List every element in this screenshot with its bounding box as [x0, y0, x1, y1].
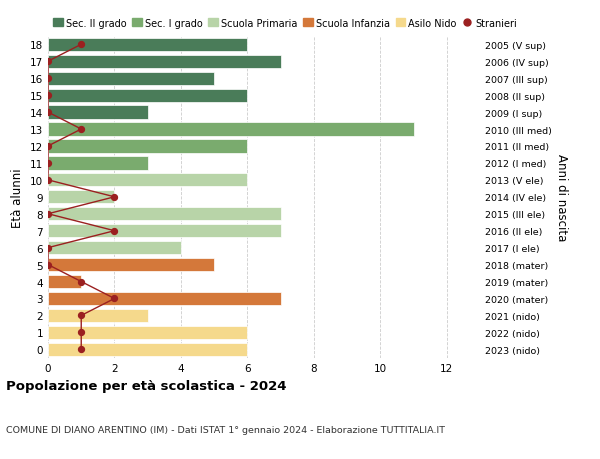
Point — [110, 295, 119, 302]
Point — [110, 228, 119, 235]
Point — [43, 160, 53, 167]
Y-axis label: Anni di nascita: Anni di nascita — [556, 154, 568, 241]
Point — [76, 126, 86, 134]
Bar — [48, 56, 281, 69]
Point — [43, 92, 53, 100]
Bar — [48, 292, 281, 305]
Bar — [48, 275, 81, 289]
Bar — [48, 258, 214, 272]
Bar — [48, 241, 181, 255]
Point — [43, 211, 53, 218]
Bar — [48, 39, 247, 52]
Text: COMUNE DI DIANO ARENTINO (IM) - Dati ISTAT 1° gennaio 2024 - Elaborazione TUTTIT: COMUNE DI DIANO ARENTINO (IM) - Dati IST… — [6, 425, 445, 434]
Bar — [48, 73, 214, 85]
Point — [76, 346, 86, 353]
Bar — [48, 140, 247, 153]
Bar — [48, 224, 281, 238]
Bar — [48, 123, 413, 136]
Point — [43, 109, 53, 117]
Point — [76, 312, 86, 319]
Bar — [48, 191, 115, 204]
Point — [43, 143, 53, 150]
Bar — [48, 326, 247, 339]
Bar — [48, 207, 281, 221]
Bar — [48, 90, 247, 102]
Point — [43, 245, 53, 252]
Point — [43, 261, 53, 269]
Point — [43, 75, 53, 83]
Legend: Sec. II grado, Sec. I grado, Scuola Primaria, Scuola Infanzia, Asilo Nido, Stran: Sec. II grado, Sec. I grado, Scuola Prim… — [53, 19, 517, 28]
Point — [43, 58, 53, 66]
Bar — [48, 309, 148, 322]
Bar — [48, 343, 247, 356]
Bar — [48, 174, 247, 187]
Point — [43, 177, 53, 184]
Point — [76, 329, 86, 336]
Point — [110, 194, 119, 201]
Bar — [48, 106, 148, 119]
Point — [76, 41, 86, 49]
Bar — [48, 157, 148, 170]
Point — [76, 278, 86, 285]
Text: Popolazione per età scolastica - 2024: Popolazione per età scolastica - 2024 — [6, 380, 287, 392]
Y-axis label: Età alunni: Età alunni — [11, 168, 25, 227]
